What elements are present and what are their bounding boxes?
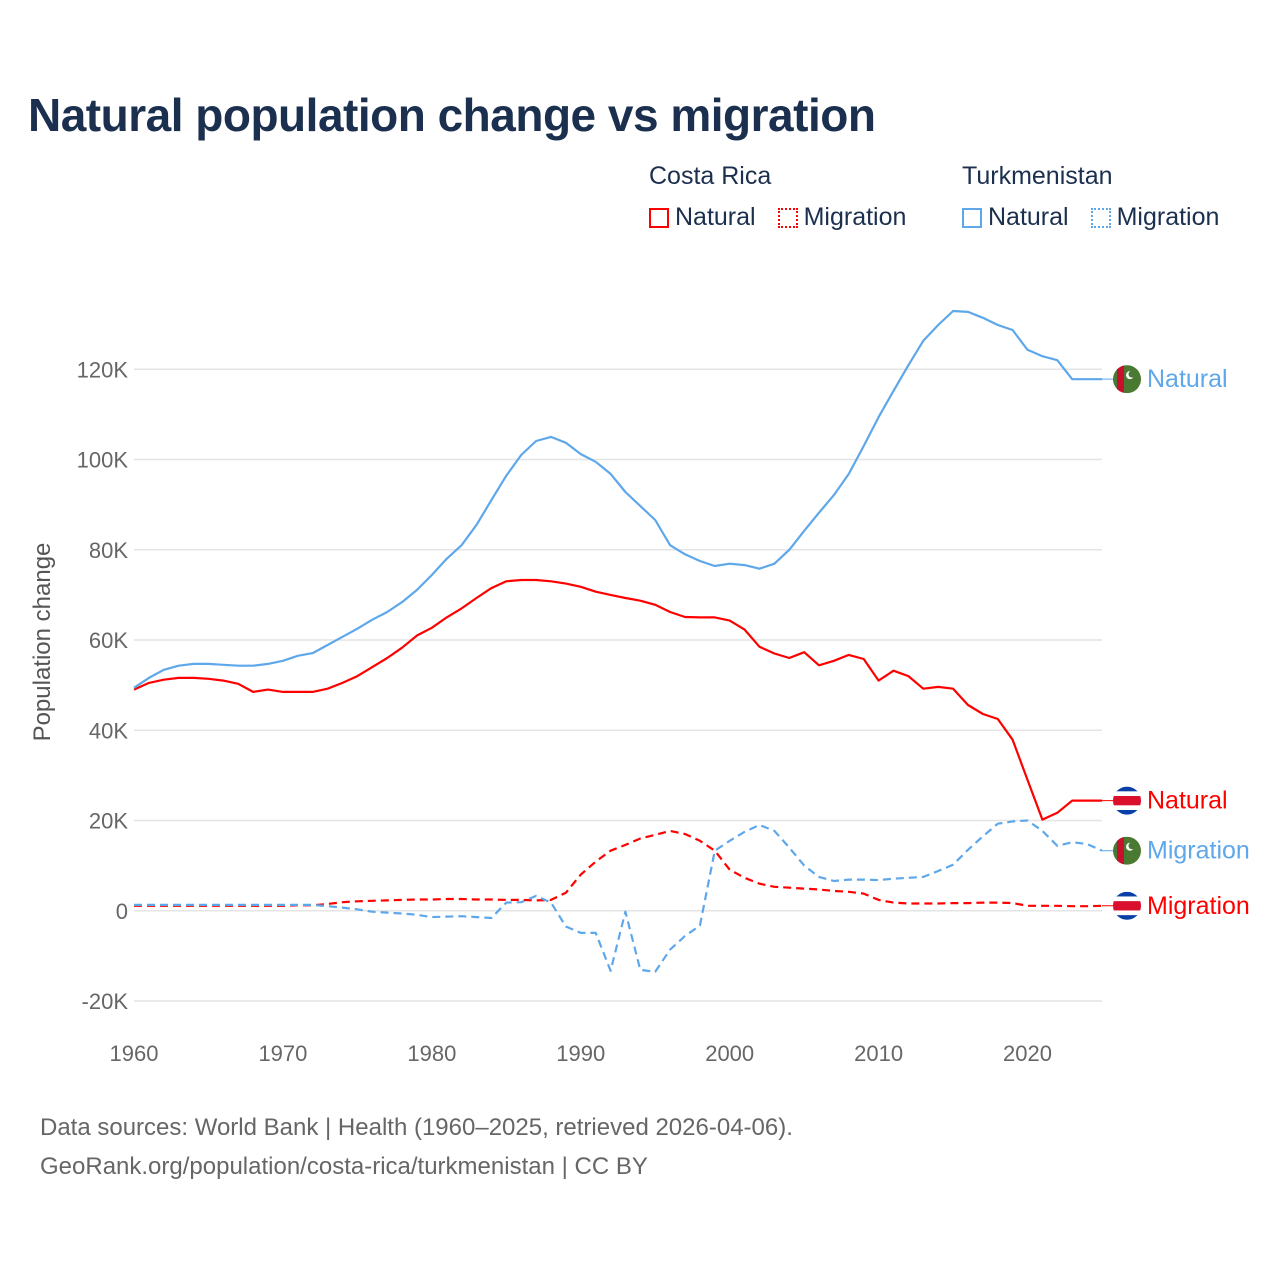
turkmenistan-flag-icon bbox=[1113, 365, 1141, 394]
x-tick-label: 2010 bbox=[854, 1041, 903, 1066]
legend-group-title: Turkmenistan bbox=[962, 162, 1113, 190]
y-tick-label: 100K bbox=[77, 448, 129, 473]
legend-swatch-dotted bbox=[777, 207, 798, 228]
x-tick-label: 2020 bbox=[1003, 1041, 1052, 1066]
series-end-label: Natural bbox=[1147, 787, 1228, 815]
legend-item-costa-rica-natural[interactable]: Natural bbox=[649, 203, 756, 232]
series-line-turkmenistan-migration[interactable] bbox=[134, 819, 1103, 973]
series-line-costa-rica-natural[interactable] bbox=[133, 578, 1102, 821]
y-tick-label: 80K bbox=[89, 538, 128, 563]
legend-turkmenistan: Turkmenistan Natural Migration bbox=[962, 162, 1219, 232]
y-tick-label: 40K bbox=[89, 718, 128, 743]
legend-swatch-solid bbox=[962, 207, 982, 228]
legend-label: Migration bbox=[803, 203, 907, 231]
legend-label: Migration bbox=[1116, 203, 1220, 231]
x-tick-label: 1990 bbox=[556, 1041, 605, 1066]
footer: Data sources: World Bank | Health (1960–… bbox=[40, 1108, 793, 1186]
series-line-turkmenistan-natural[interactable] bbox=[133, 309, 1102, 689]
series-line-costa-rica-migration[interactable] bbox=[134, 829, 1103, 908]
legend-item-turkmenistan-natural[interactable]: Natural bbox=[962, 203, 1069, 232]
legend-item-costa-rica-migration[interactable]: Migration bbox=[777, 203, 907, 232]
x-tick-label: 1970 bbox=[258, 1041, 307, 1066]
legend-group-title: Costa Rica bbox=[649, 162, 772, 190]
legend-label: Natural bbox=[988, 203, 1069, 231]
footer-sources: Data sources: World Bank | Health (1960–… bbox=[40, 1114, 793, 1141]
y-axis-label: Population change bbox=[29, 543, 56, 742]
legend-label: Natural bbox=[675, 203, 756, 231]
x-tick-label: 1960 bbox=[110, 1041, 159, 1066]
legend-swatch-dotted bbox=[1090, 207, 1111, 228]
series-end-label: Migration bbox=[1147, 892, 1250, 920]
turkmenistan-flag-icon bbox=[1113, 836, 1141, 865]
y-tick-label: 120K bbox=[77, 357, 129, 382]
costa-rica-flag-icon bbox=[1113, 891, 1141, 920]
y-tick-label: -20K bbox=[82, 989, 129, 1014]
x-tick-label: 2000 bbox=[705, 1041, 754, 1066]
y-tick-label: 20K bbox=[89, 809, 128, 834]
chart-title: Natural population change vs migration bbox=[28, 89, 876, 141]
series-end-label: Migration bbox=[1147, 837, 1250, 865]
legend-swatch-solid bbox=[649, 207, 669, 228]
legend-costa-rica: Costa Rica Natural Migration bbox=[649, 162, 906, 232]
y-tick-label: 60K bbox=[89, 628, 128, 653]
costa-rica-flag-icon bbox=[1113, 786, 1141, 815]
legend-item-turkmenistan-migration[interactable]: Migration bbox=[1090, 203, 1220, 232]
footer-link[interactable]: GeoRank.org/population/costa-rica/turkme… bbox=[40, 1153, 648, 1180]
x-tick-label: 1980 bbox=[407, 1041, 456, 1066]
y-tick-label: 0 bbox=[116, 899, 128, 924]
series-end-label: Natural bbox=[1147, 365, 1228, 393]
